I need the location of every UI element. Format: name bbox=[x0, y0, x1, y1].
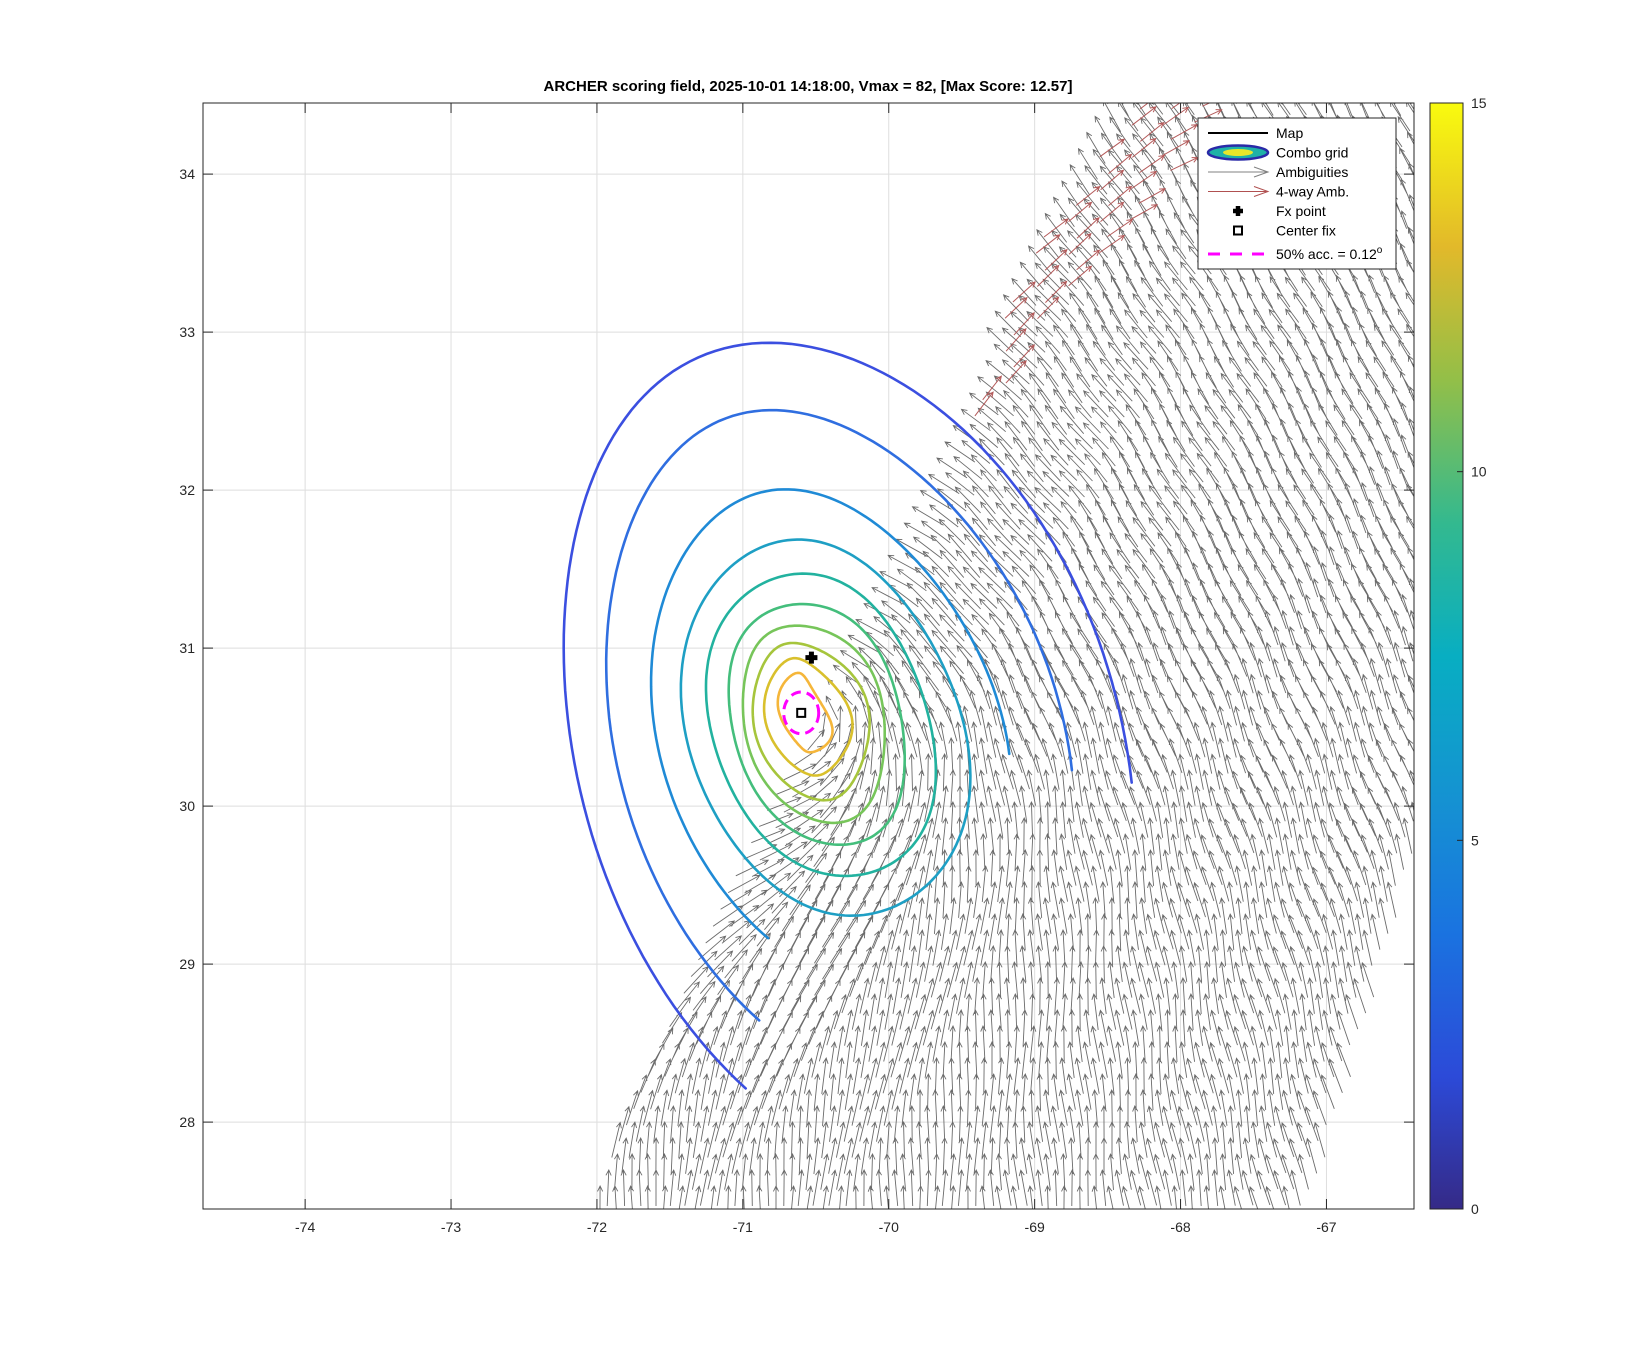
score-contour-level-10 bbox=[751, 641, 871, 802]
axis-ticks: -74 -73 -72 -71 -70 -69 -68 -67 28 29 30 31 32 33 34 bbox=[179, 103, 1414, 1235]
legend-symbol-arrow bbox=[1208, 166, 1270, 178]
y-tick-label: 31 bbox=[179, 640, 195, 656]
x-tick-label: -71 bbox=[733, 1219, 753, 1235]
legend-symbol-combo-inner bbox=[1223, 149, 1253, 156]
score-contour-level-12 bbox=[776, 671, 834, 754]
score-contour-level-3 bbox=[562, 341, 1133, 1090]
legend-symbol-arrow bbox=[1208, 186, 1270, 197]
x-tick-label: -69 bbox=[1025, 1219, 1045, 1235]
four-way-ambiguity-arrows bbox=[974, 103, 1223, 417]
legend: Map Combo grid Ambiguities 4-way Amb. Fx poi… bbox=[1197, 117, 1397, 270]
colorbar: 0 5 10 15 bbox=[1429, 95, 1487, 1217]
x-tick-label: -67 bbox=[1316, 1219, 1336, 1235]
legend-label: Map bbox=[1276, 125, 1303, 141]
y-tick-label: 33 bbox=[179, 324, 195, 340]
legend-symbol-fx-point bbox=[1233, 206, 1243, 216]
y-tick-label: 34 bbox=[179, 166, 195, 182]
legend-box bbox=[1197, 117, 1397, 270]
legend-label: Center fix bbox=[1276, 223, 1336, 239]
axes-box bbox=[202, 102, 1415, 1210]
grid-lines bbox=[203, 103, 1414, 1209]
x-tick-label: -74 bbox=[295, 1219, 315, 1235]
x-tick-label: -73 bbox=[441, 1219, 461, 1235]
y-tick-label: 28 bbox=[179, 1114, 195, 1130]
score-contour-level-11 bbox=[762, 656, 854, 777]
colorbar-tick-label: 5 bbox=[1471, 832, 1479, 848]
four-way-ambiguity-arrow-set bbox=[974, 103, 1223, 417]
accuracy-circle bbox=[782, 690, 821, 736]
legend-label: 4-way Amb. bbox=[1276, 184, 1349, 200]
fix-markers bbox=[782, 651, 821, 736]
fx-point-marker bbox=[805, 651, 818, 664]
legend-label: 50% acc. = 0.12o bbox=[1276, 245, 1383, 262]
colorbar-tick-label: 15 bbox=[1471, 95, 1487, 111]
score-contour-level-4 bbox=[604, 408, 1074, 1022]
legend-label: Combo grid bbox=[1276, 145, 1348, 161]
legend-symbol-center-fix bbox=[1233, 225, 1243, 236]
legend-label: Fx point bbox=[1276, 203, 1326, 219]
x-tick-label: -72 bbox=[587, 1219, 607, 1235]
y-tick-label: 32 bbox=[179, 482, 195, 498]
score-contours bbox=[562, 341, 1133, 1090]
legend-label: Ambiguities bbox=[1276, 164, 1348, 180]
colorbar-tick-label: 10 bbox=[1471, 464, 1487, 480]
score-contour-level-9 bbox=[741, 624, 886, 825]
score-contour-level-7 bbox=[704, 572, 938, 878]
score-contour-level-5 bbox=[649, 488, 1011, 940]
chart-title: ARCHER scoring field, 2025-10-01 14:18:0… bbox=[544, 78, 1073, 95]
score-contour-level-6 bbox=[679, 538, 972, 918]
colorbar-tick-label: 0 bbox=[1471, 1201, 1479, 1217]
x-tick-label: -68 bbox=[1170, 1219, 1190, 1235]
score-contour-level-8 bbox=[727, 602, 906, 846]
colorbar-gradient bbox=[1429, 102, 1464, 1210]
y-tick-label: 29 bbox=[179, 956, 195, 972]
x-tick-label: -70 bbox=[879, 1219, 899, 1235]
y-tick-label: 30 bbox=[179, 798, 195, 814]
center-fix-marker bbox=[796, 707, 807, 718]
